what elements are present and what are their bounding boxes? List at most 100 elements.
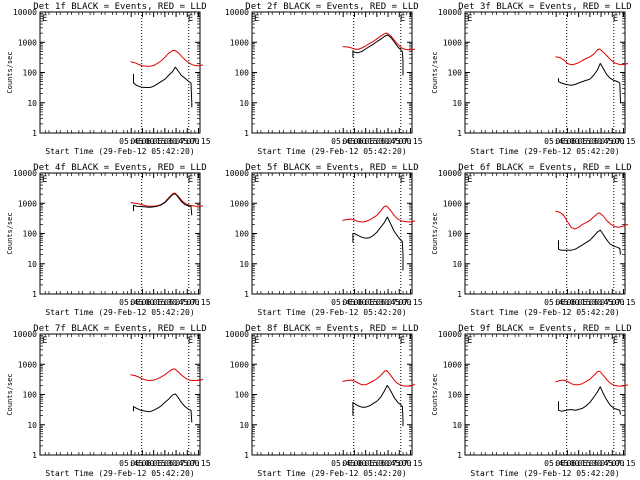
lld-series-line (130, 192, 204, 207)
x-tick-label: 06:15 (354, 298, 378, 307)
event-mark: E (467, 175, 472, 185)
x-tick-label: 07:15 (611, 137, 635, 146)
x-axis-label: Start Time (29-Feb-12 05:42:20) (257, 147, 406, 156)
y-axis-label: Counts/sec (431, 373, 439, 415)
event-mark: E (188, 336, 193, 346)
plot-frame (464, 333, 626, 456)
x-axis-label: Start Time (29-Feb-12 05:42:20) (470, 469, 619, 478)
lld-series-line (342, 205, 416, 223)
events-series-line (133, 393, 193, 423)
x-tick-label: 05:45 (544, 137, 568, 146)
x-tick-label: 06:45 (164, 459, 188, 468)
events-series-line (352, 384, 404, 427)
panel-title: Det 6f BLACK = Events, RED = LLD (458, 163, 631, 173)
x-axis-label: Start Time (29-Feb-12 05:42:20) (257, 469, 406, 478)
x-tick-label: 07:00 (175, 298, 199, 307)
y-tick-label: 1 (244, 451, 249, 460)
plot-frame (251, 333, 413, 456)
y-tick-label: 10 (27, 99, 37, 108)
y-tick-label: 100 (448, 391, 463, 400)
detector-panel: Det 7f BLACK = Events, RED = LLD 1 10 100 10… (6, 324, 211, 478)
x-axis-label: Start Time (29-Feb-12 05:42:20) (45, 469, 194, 478)
event-mark: E (613, 175, 618, 185)
x-tick-label: 06:00 (342, 137, 366, 146)
x-tick-label: 05:45 (544, 298, 568, 307)
event-mark: E (254, 175, 259, 185)
x-tick-label: 06:15 (142, 459, 166, 468)
y-tick-label: 100 (23, 391, 38, 400)
x-tick-label: 06:00 (130, 298, 154, 307)
y-tick-label: 10 (452, 99, 462, 108)
y-tick-label: 1000 (230, 360, 249, 369)
x-tick-label: 06:45 (589, 459, 613, 468)
y-tick-label: 10 (239, 421, 249, 430)
x-tick-label: 06:30 (153, 298, 177, 307)
x-tick-label: 06:45 (164, 298, 188, 307)
y-tick-label: 1000 (18, 199, 37, 208)
x-tick-label: 07:00 (600, 137, 624, 146)
y-tick-label: 10000 (438, 169, 462, 178)
events-series-line (558, 62, 621, 103)
y-tick-label: 10000 (438, 8, 462, 17)
x-tick-label: 06:15 (567, 459, 591, 468)
x-tick-label: 06:30 (153, 137, 177, 146)
x-tick-label: 07:15 (398, 298, 422, 307)
y-axis-label: Counts/sec (6, 373, 14, 415)
detector-panel: Det 4f BLACK = Events, RED = LLD 1 10 100 10… (6, 163, 211, 317)
y-tick-label: 1 (244, 290, 249, 299)
events-series-line (133, 66, 193, 108)
y-tick-label: 10000 (13, 8, 37, 17)
y-tick-label: 1 (32, 451, 37, 460)
event-mark: E (42, 14, 47, 24)
lld-series-line (342, 370, 416, 387)
event-mark: E (42, 175, 47, 185)
x-tick-label: 07:15 (398, 459, 422, 468)
y-axis-label: Counts/sec (6, 51, 14, 93)
x-tick-label: 07:15 (186, 459, 210, 468)
x-tick-label: 06:15 (354, 137, 378, 146)
lld-series-line (555, 370, 629, 387)
y-tick-label: 10000 (13, 169, 37, 178)
x-tick-label: 05:45 (119, 137, 143, 146)
x-tick-label: 06:15 (142, 137, 166, 146)
lld-series-line (130, 368, 204, 381)
x-tick-label: 07:00 (600, 459, 624, 468)
y-tick-label: 100 (448, 69, 463, 78)
x-tick-label: 07:15 (186, 137, 210, 146)
x-tick-label: 06:30 (153, 459, 177, 468)
y-tick-label: 1 (32, 129, 37, 138)
y-tick-label: 10 (27, 260, 37, 269)
x-axis-label: Start Time (29-Feb-12 05:42:20) (45, 308, 194, 317)
x-tick-label: 06:00 (130, 137, 154, 146)
x-tick-label: 07:15 (611, 298, 635, 307)
panel-title: Det 8f BLACK = Events, RED = LLD (245, 324, 418, 334)
y-tick-label: 100 (23, 69, 38, 78)
x-tick-label: 06:15 (567, 298, 591, 307)
plot-frame (39, 11, 201, 134)
lld-series-line (342, 32, 416, 51)
event-mark: E (400, 175, 405, 185)
y-tick-label: 10000 (13, 330, 37, 339)
detector-panel: Det 8f BLACK = Events, RED = LLD 1 10 100 10… (225, 324, 423, 478)
x-tick-label: 07:00 (175, 137, 199, 146)
y-axis-label: Counts/sec (431, 212, 439, 254)
y-tick-label: 100 (235, 391, 250, 400)
events-series-line (352, 216, 404, 271)
event-mark: E (613, 336, 618, 346)
y-tick-label: 10 (452, 421, 462, 430)
x-tick-label: 07:15 (611, 459, 635, 468)
x-tick-label: 05:45 (119, 459, 143, 468)
event-mark: E (467, 14, 472, 24)
y-tick-label: 10000 (225, 330, 249, 339)
event-mark: E (254, 14, 259, 24)
plot-frame (39, 172, 201, 295)
x-tick-label: 06:30 (578, 298, 602, 307)
x-tick-label: 05:45 (331, 298, 355, 307)
x-tick-label: 06:00 (342, 459, 366, 468)
event-mark: E (400, 336, 405, 346)
detector-panel: Det 6f BLACK = Events, RED = LLD 1 10 100 10… (431, 163, 636, 317)
x-tick-label: 06:30 (578, 459, 602, 468)
y-axis-label: Counts/sec (431, 51, 439, 93)
x-tick-label: 07:00 (387, 459, 411, 468)
